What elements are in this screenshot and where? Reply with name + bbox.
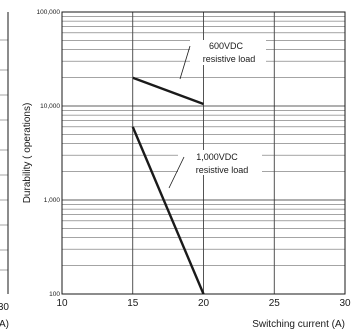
x-tick-label: 15: [127, 298, 139, 309]
y-tick-label: 100,000: [37, 9, 61, 16]
axis-ticks: 10 15 20 25 30 100 1,000 10,000 100,000: [37, 9, 351, 309]
annotation-600vdc-line1: 600VDC: [209, 41, 244, 51]
x-axis-label: Switching current (A): [252, 319, 345, 330]
y-axis-label: Durability ( operations): [22, 103, 33, 204]
annotation-1000vdc-line2: resistive load: [196, 165, 249, 175]
x-tick-label: 30: [339, 298, 351, 309]
series-line-1000vdc: [131, 126, 205, 295]
chart-annotations: 600VDC resistive load 1,000VDC resistive lo…: [168, 40, 266, 189]
annotation-600vdc-line2: resistive load: [203, 54, 256, 64]
annotation-leader: [168, 156, 185, 189]
x-tick-label: 10: [56, 298, 68, 309]
left-panel-unit-label: A): [0, 319, 9, 330]
left-panel-tick-label: 30: [0, 302, 9, 313]
x-tick-label: 25: [269, 298, 281, 309]
y-tick-label: 100: [49, 291, 60, 298]
series-line-600vdc: [132, 76, 204, 106]
left-panel-fragment: 30 A): [0, 12, 9, 330]
x-tick-label: 20: [198, 298, 210, 309]
annotation-bg: [190, 40, 266, 65]
annotation-leader: [179, 45, 191, 80]
chart-series: [131, 76, 205, 295]
annotation-1000vdc-line1: 1,000VDC: [196, 152, 238, 162]
y-tick-label: 1,000: [44, 197, 61, 204]
annotation-bg: [178, 150, 262, 175]
y-tick-label: 10,000: [40, 103, 60, 110]
